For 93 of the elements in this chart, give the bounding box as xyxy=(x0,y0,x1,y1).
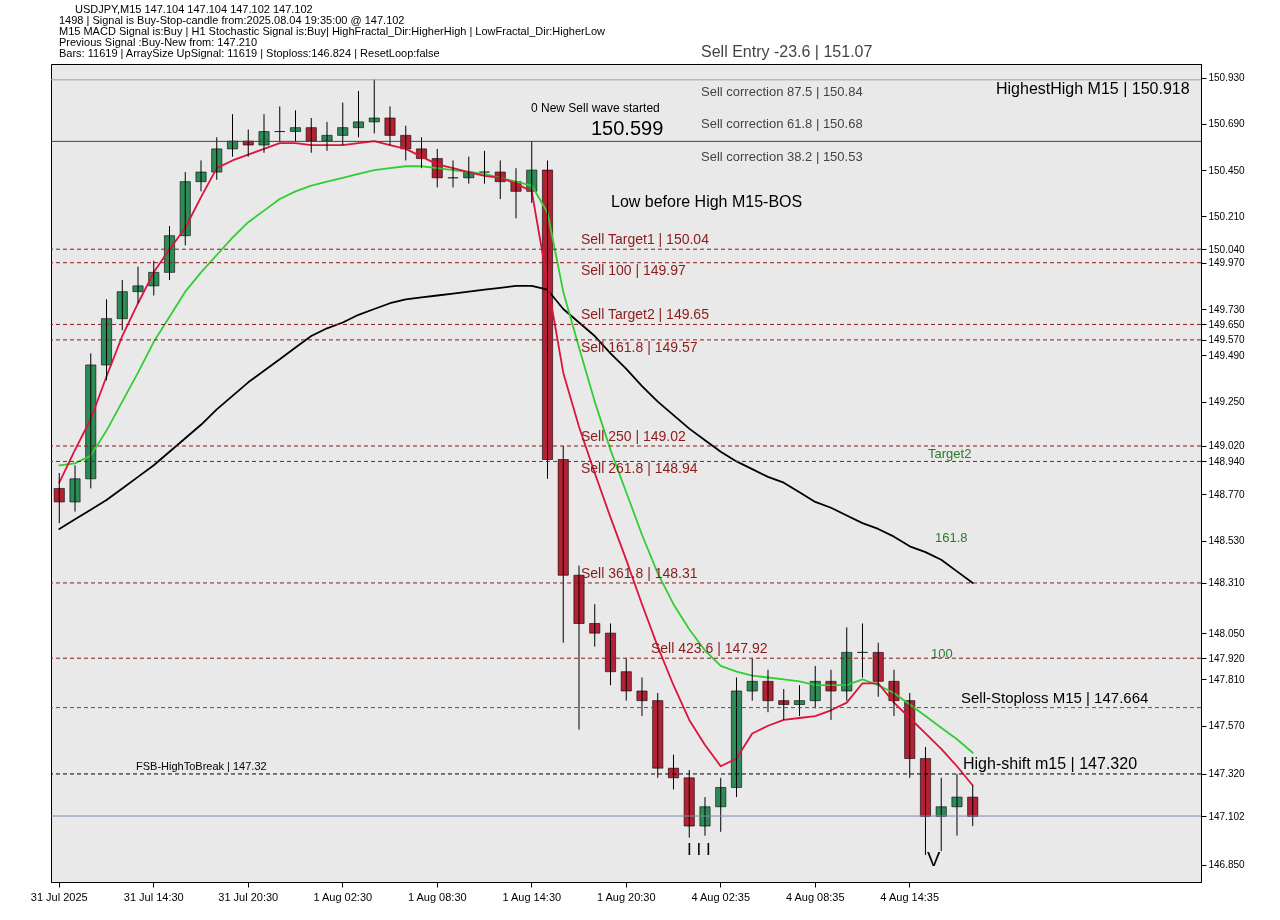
annotation: High-shift m15 | 147.320 xyxy=(963,754,1138,772)
text: USDJPY,M15 147.104 147.104 147.102 147.102 xyxy=(75,3,313,15)
y-tick-label: 148.310 xyxy=(1208,577,1246,589)
annotation: 0 New Sell wave started xyxy=(531,101,660,115)
x-tick-label: 1 Aug 02:30 xyxy=(313,890,373,903)
y-tick-label: 148.050 xyxy=(1208,627,1246,639)
ref-line-label: Sell 161.8 | 149.57 xyxy=(581,338,698,355)
ref-line-label: Sell-Stoploss M15 | 147.664 xyxy=(961,688,1149,706)
annotation: Sell correction 38.2 | 150.53 xyxy=(701,149,863,164)
x-tick-label: 1 Aug 14:30 xyxy=(502,890,562,903)
candlestick xyxy=(305,117,317,154)
candlestick xyxy=(290,109,301,142)
candlestick xyxy=(195,159,207,192)
annotation: Sell correction 61.8 | 150.68 xyxy=(701,116,863,131)
candlestick xyxy=(368,78,380,134)
ref-line-label: Sell Target2 | 149.65 xyxy=(581,306,710,323)
candlestick xyxy=(258,113,270,154)
y-tick-label: 147.102 xyxy=(1208,810,1246,822)
y-tick-label: 150.210 xyxy=(1208,210,1246,222)
y-tick-label: 148.940 xyxy=(1208,455,1246,467)
annotation: 161.8 xyxy=(935,530,968,545)
candlestick xyxy=(179,171,191,246)
annotation: 100 xyxy=(931,646,953,661)
candlestick xyxy=(116,279,128,331)
y-tick-label: 149.730 xyxy=(1208,303,1246,315)
candlestick xyxy=(101,298,112,381)
y-tick-label: 149.970 xyxy=(1208,257,1246,269)
x-tick-label: 31 Jul 2025 xyxy=(30,890,88,903)
y-tick-label: 147.810 xyxy=(1208,673,1246,685)
text: Bars: 11619 | ArraySize UpSignal: 11619 | Stoploss:146.824 | ResetLoop:false xyxy=(59,47,440,59)
x-tick-label: 4 Aug 02:35 xyxy=(691,890,751,903)
annotation: Target2 xyxy=(928,446,972,461)
candlestick xyxy=(526,140,538,204)
candlestick xyxy=(967,785,979,827)
text: M15 MACD Signal is:Buy | H1 Stochastic Signal is:Buy| HighFractal_Dir:HigherHigh | LowFractal_Dir:HigherLow xyxy=(59,25,605,37)
candlestick xyxy=(636,677,648,717)
y-tick-label: 149.250 xyxy=(1208,396,1246,408)
y-tick-label: 150.690 xyxy=(1208,118,1246,130)
ref-line-label: HighestHigh M15 | 150.918 xyxy=(996,79,1190,97)
candlestick xyxy=(841,626,853,702)
x-tick-label: 1 Aug 20:30 xyxy=(596,890,656,903)
ref-line-label: FSB-HighToBreak | 147.32 xyxy=(136,759,267,772)
candlestick xyxy=(211,136,223,181)
candlestick xyxy=(809,665,821,709)
candlestick xyxy=(620,657,632,702)
ref-line-label: Sell 250 | 149.02 xyxy=(581,427,687,444)
text: Previous Signal :Buy-New from: 147.210 xyxy=(59,36,258,48)
y-tick-label: 149.570 xyxy=(1208,334,1246,346)
candlestick xyxy=(778,688,790,721)
candlestick xyxy=(605,622,616,686)
y-tick-label: 146.850 xyxy=(1208,859,1246,871)
candlestick xyxy=(384,105,396,146)
y-tick-label: 149.020 xyxy=(1208,440,1246,452)
candlestick xyxy=(85,352,97,489)
y-tick-label: 148.530 xyxy=(1208,535,1246,547)
ref-line-label: Sell 100 | 149.97 xyxy=(581,261,687,278)
ref-line-label: 150.599 xyxy=(591,117,664,140)
candlestick xyxy=(69,464,81,513)
x-tick-label: 1 Aug 08:30 xyxy=(407,890,467,903)
x-tick-label: 31 Jul 14:30 xyxy=(123,890,184,903)
candlestick xyxy=(132,266,144,304)
annotation: V xyxy=(927,848,941,870)
candlestick xyxy=(353,90,364,138)
candlestick xyxy=(337,102,349,146)
candlestick xyxy=(762,669,774,713)
y-tick-label: 148.770 xyxy=(1208,488,1246,500)
ref-line-label: Sell Target1 | 150.04 xyxy=(581,231,710,248)
x-tick-label: 4 Aug 08:35 xyxy=(785,890,845,903)
x-tick-label: 31 Jul 20:30 xyxy=(218,890,279,903)
text: Sell Entry -23.6 | 151.07 xyxy=(701,43,873,60)
y-tick-label: 150.450 xyxy=(1208,164,1246,176)
y-tick-label: 147.320 xyxy=(1208,768,1246,780)
candlestick xyxy=(872,642,884,698)
candlestick xyxy=(794,684,805,717)
candlestick xyxy=(746,657,758,702)
y-tick-label: 150.930 xyxy=(1208,72,1246,83)
x-tick-label: 4 Aug 14:35 xyxy=(880,890,940,903)
candlestick xyxy=(447,159,459,188)
y-tick-label: 150.040 xyxy=(1208,243,1246,255)
candlestick xyxy=(589,603,601,648)
annotation: Low before High M15-BOS xyxy=(611,193,803,210)
y-tick-label: 147.570 xyxy=(1208,720,1246,732)
text: 1498 | Signal is Buy-Stop-candle from:2025.08.04 19:35:00 @ 147.102 xyxy=(59,14,405,26)
candlestick xyxy=(479,150,490,185)
candlestick xyxy=(857,622,868,678)
y-tick-label: 147.920 xyxy=(1208,652,1246,664)
y-tick-label: 149.490 xyxy=(1208,349,1246,361)
annotation: Sell correction 87.5 | 150.84 xyxy=(701,84,863,99)
annotation: I I I xyxy=(687,840,711,859)
y-tick-label: 149.650 xyxy=(1208,318,1246,330)
candlestick xyxy=(274,105,286,142)
candlestick xyxy=(715,777,727,833)
candlestick xyxy=(557,445,569,644)
